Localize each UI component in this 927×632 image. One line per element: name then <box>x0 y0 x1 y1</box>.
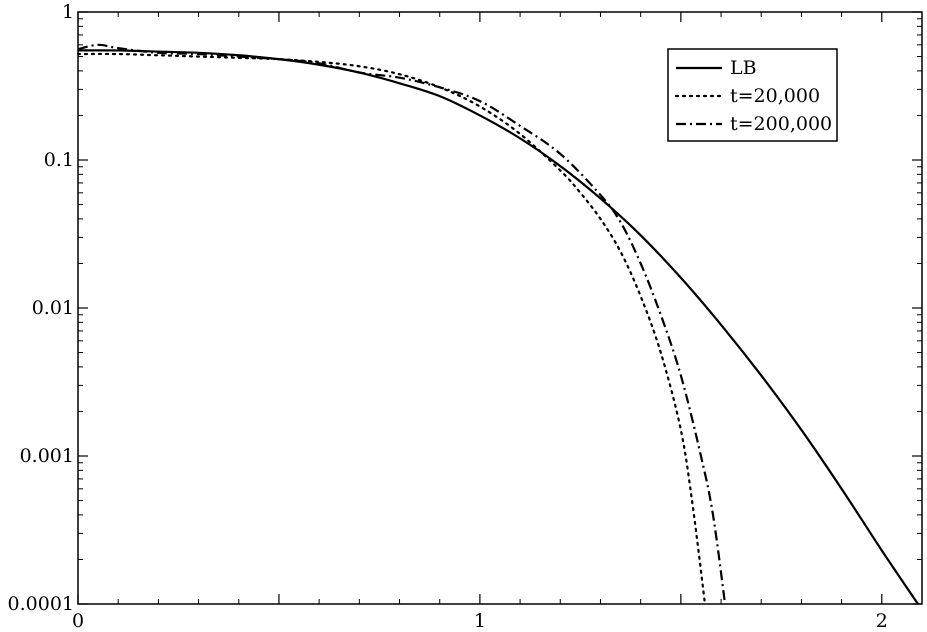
series-line-3 <box>77 43 727 605</box>
x-tick-label: 2 <box>876 610 888 632</box>
legend: LB t=20,000 t=200,000 <box>667 48 838 142</box>
y-tick-label: 0.0001 <box>8 593 74 615</box>
legend-label-3: t=200,000 <box>730 113 832 135</box>
legend-label-1: LB <box>730 57 757 79</box>
y-tick-label: 1 <box>62 1 74 23</box>
series-group <box>76 43 919 606</box>
x-tick-label: 0 <box>72 610 84 632</box>
tick-labels: 0 1 2 1 0.1 0.01 0.001 0.0001 <box>8 1 888 632</box>
minor-ticks <box>78 12 923 604</box>
series-line-1 <box>77 49 919 605</box>
legend-box <box>667 48 838 142</box>
series-line-2 <box>76 52 707 606</box>
legend-label-2: t=20,000 <box>730 85 820 107</box>
major-ticks <box>77 11 922 605</box>
y-tick-label: 0.01 <box>32 297 74 319</box>
y-tick-label: 0.1 <box>44 149 74 171</box>
x-tick-label: 1 <box>474 610 486 632</box>
y-tick-label: 0.001 <box>20 445 74 467</box>
